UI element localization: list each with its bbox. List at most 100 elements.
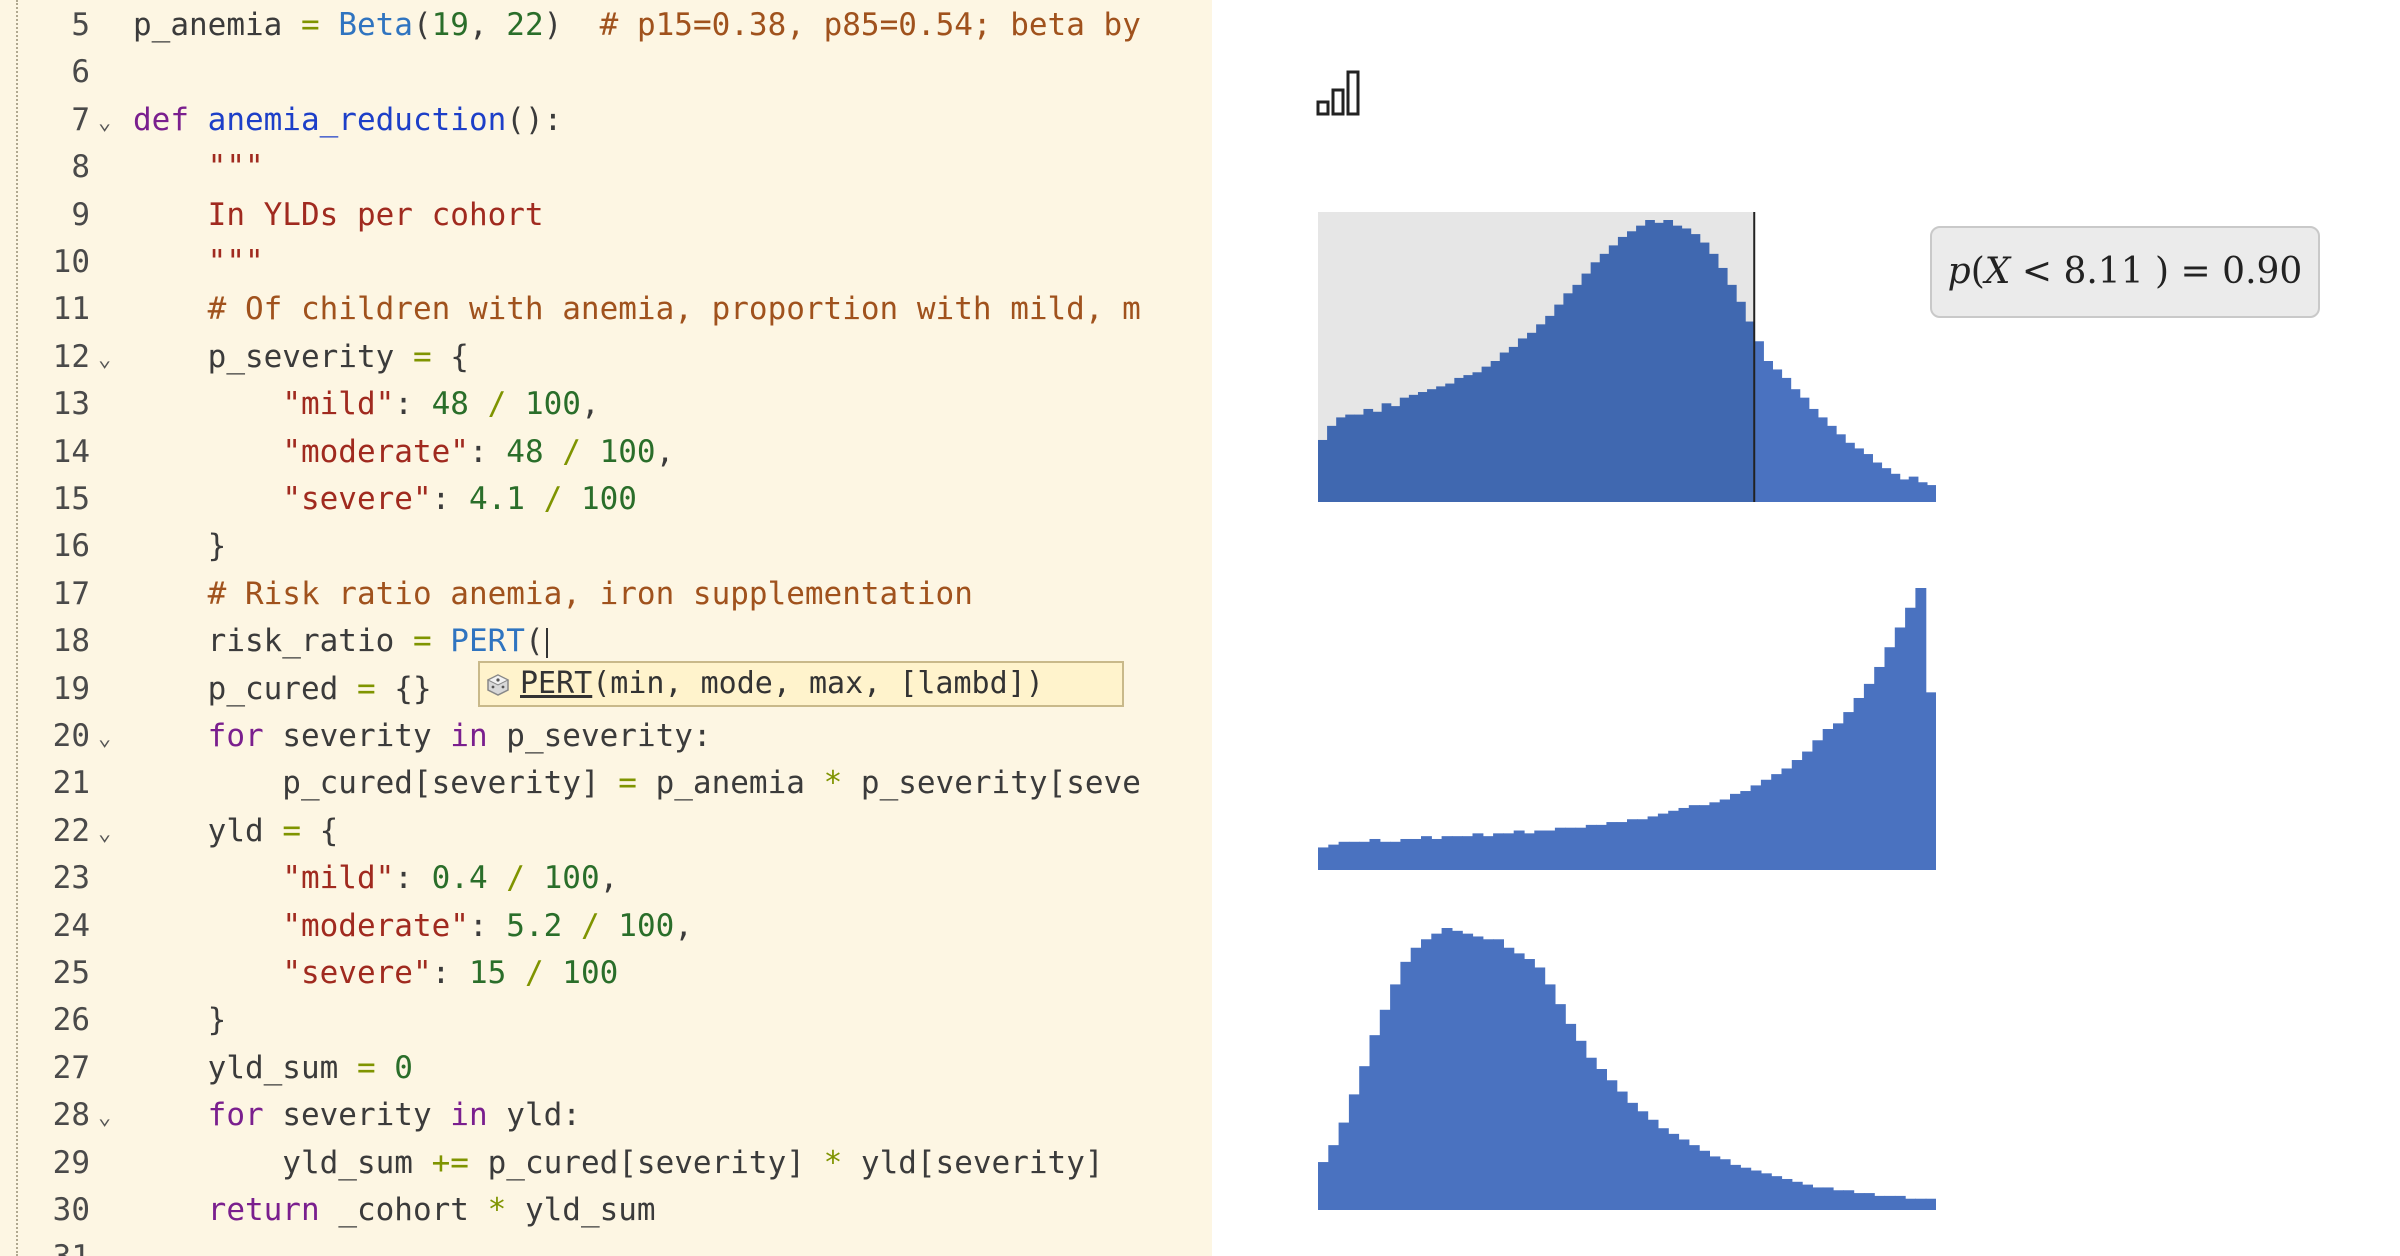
code-text[interactable]: p_severity = {: [133, 334, 469, 381]
line-number: 17: [52, 575, 90, 612]
line-number: 27: [52, 1049, 90, 1086]
code-line[interactable]: 20 ⌄ for severity in p_severity:: [0, 713, 1212, 760]
code-line[interactable]: 6: [0, 49, 1212, 96]
histogram-bar: [1372, 411, 1383, 502]
histogram-bar: [1791, 760, 1803, 870]
code-line[interactable]: 25 "severe": 15 / 100: [0, 950, 1212, 997]
histogram-bar: [1690, 234, 1701, 502]
histogram-bar: [1812, 1187, 1824, 1210]
code-token: :: [394, 386, 432, 423]
bar-chart-icon[interactable]: [1316, 68, 1364, 116]
code-text[interactable]: "severe": 15 / 100: [133, 950, 618, 997]
code-line[interactable]: 11 # Of children with anemia, proportion…: [0, 286, 1212, 333]
code-text[interactable]: yld = {: [133, 808, 339, 855]
code-token: Beta: [338, 7, 413, 43]
code-line[interactable]: 9 In YLDs per cohort: [0, 192, 1212, 239]
histogram-bar: [1616, 822, 1628, 870]
code-line[interactable]: 5 p_anemia = Beta(19, 22) # p15=0.38, p85…: [0, 2, 1212, 49]
code-token: p_anemia: [133, 7, 301, 43]
tooltip-function-name[interactable]: PERT: [520, 666, 593, 701]
histogram-bar: [1545, 315, 1555, 502]
fold-toggle-icon[interactable]: ⌄: [98, 820, 112, 846]
histogram-bar: [1328, 1145, 1340, 1210]
code-text[interactable]: "mild": 48 / 100,: [133, 381, 599, 428]
code-text[interactable]: return _cohort * yld_sum: [133, 1187, 656, 1234]
code-line[interactable]: 16 }: [0, 523, 1212, 570]
fold-toggle-icon[interactable]: ⌄: [98, 726, 112, 751]
code-text[interactable]: p_cured[severity] = p_anemia * p_severit…: [133, 760, 1141, 807]
code-token: [133, 244, 208, 280]
fold-toggle-icon[interactable]: ⌄: [98, 1105, 112, 1131]
code-text[interactable]: # Of children with anemia, proportion wi…: [133, 286, 1141, 333]
histogram-bar: [1606, 1080, 1618, 1210]
fold-toggle-icon[interactable]: ⌄: [98, 346, 112, 372]
histogram-bar: [1781, 377, 1792, 502]
code-text[interactable]: yld_sum += p_cured[severity] * yld[sever…: [133, 1140, 1103, 1187]
histogram-bar: [1445, 383, 1455, 502]
code-editor[interactable]: 5 p_anemia = Beta(19, 22) # p15=0.38, p85…: [0, 0, 1212, 1256]
code-line[interactable]: 19 p_cured = {}: [0, 666, 1212, 713]
histogram-bar: [1596, 1069, 1607, 1210]
code-text[interactable]: p_cured = {}: [133, 666, 432, 713]
code-token: (: [412, 7, 432, 43]
code-line[interactable]: 13 "mild": 48 / 100,: [0, 381, 1212, 428]
code-text[interactable]: # Risk ratio anemia, iron supplementatio…: [133, 571, 973, 618]
code-text[interactable]: "mild": 0.4 / 100,: [133, 855, 618, 902]
code-line[interactable]: 17 # Risk ratio anemia, iron supplementa…: [0, 571, 1212, 618]
histogram-bar: [1627, 1102, 1638, 1210]
code-text[interactable]: }: [133, 523, 227, 570]
histogram-bar: [1627, 231, 1637, 502]
code-line[interactable]: 22 ⌄ yld = {: [0, 808, 1212, 855]
code-line[interactable]: 14 "moderate": 48 / 100,: [0, 429, 1212, 476]
code-token: return: [207, 1192, 339, 1228]
prob-eq: =: [2169, 251, 2223, 292]
code-line[interactable]: 30 return _cohort * yld_sum: [0, 1187, 1212, 1234]
code-text[interactable]: """: [133, 144, 264, 191]
histogram-bar: [1853, 697, 1865, 870]
autocomplete-tooltip[interactable]: PERT(min, mode, max, [lambd]): [478, 661, 1124, 707]
histogram-2[interactable]: [1318, 580, 1936, 870]
code-text[interactable]: In YLDs per cohort: [133, 192, 544, 239]
text-cursor: [545, 627, 548, 658]
histogram-bar: [1575, 1040, 1587, 1210]
code-text[interactable]: yld_sum = 0: [133, 1045, 413, 1092]
code-line[interactable]: 28 ⌄ for severity in yld:: [0, 1092, 1212, 1139]
code-line[interactable]: 8 """: [0, 144, 1212, 191]
code-line[interactable]: 24 "moderate": 5.2 / 100,: [0, 903, 1212, 950]
code-line[interactable]: 27 yld_sum = 0: [0, 1045, 1212, 1092]
code-line[interactable]: 7 ⌄ def anemia_reduction():: [0, 97, 1212, 144]
fold-toggle-icon[interactable]: ⌄: [98, 109, 112, 135]
histogram-bar: [1763, 361, 1774, 502]
code-text[interactable]: risk_ratio = PERT(: [133, 618, 548, 665]
code-line[interactable]: 10 """: [0, 239, 1212, 286]
code-text[interactable]: "moderate": 48 / 100,: [133, 429, 674, 476]
code-text[interactable]: }: [133, 997, 227, 1044]
code-line[interactable]: 21 p_cured[severity] = p_anemia * p_seve…: [0, 760, 1212, 807]
histogram-1[interactable]: [1318, 212, 1936, 502]
code-line[interactable]: 31: [0, 1234, 1212, 1256]
histogram-bar: [1771, 774, 1783, 870]
code-token: p_cured: [133, 670, 357, 707]
code-token: (: [524, 623, 544, 660]
code-text[interactable]: def anemia_reduction():: [133, 97, 562, 144]
code-line[interactable]: 12 ⌄ p_severity = {: [0, 334, 1212, 381]
histogram-bar: [1554, 827, 1566, 870]
code-line[interactable]: 23 "mild": 0.4 / 100,: [0, 855, 1212, 902]
code-text[interactable]: """: [133, 239, 264, 286]
code-text[interactable]: for severity in yld:: [133, 1092, 581, 1139]
code-line[interactable]: 29 yld_sum += p_cured[severity] * yld[se…: [0, 1140, 1212, 1187]
code-token: :: [431, 955, 469, 991]
histogram-bar: [1894, 1195, 1906, 1210]
histogram-bar: [1627, 819, 1638, 870]
histogram-bar: [1527, 332, 1537, 502]
code-token: [133, 197, 208, 233]
code-line[interactable]: 18 risk_ratio = PERT(: [0, 618, 1212, 665]
code-text[interactable]: p_anemia = Beta(19, 22) # p15=0.38, p85=…: [133, 2, 1141, 49]
histogram-3[interactable]: [1318, 920, 1936, 1210]
code-line[interactable]: 26 }: [0, 997, 1212, 1044]
code-text[interactable]: for severity in p_severity:: [133, 713, 712, 760]
code-text[interactable]: "severe": 4.1 / 100: [133, 476, 637, 523]
code-text[interactable]: "moderate": 5.2 / 100,: [133, 903, 693, 950]
histogram-bar: [1781, 1178, 1793, 1210]
code-line[interactable]: 15 "severe": 4.1 / 100: [0, 476, 1212, 523]
